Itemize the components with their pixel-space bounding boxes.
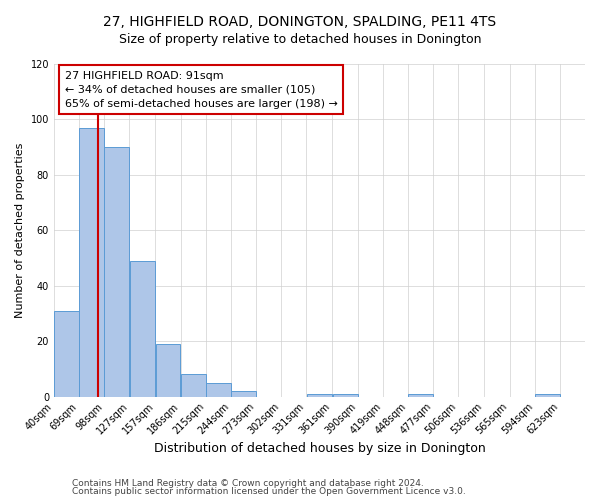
Text: 27 HIGHFIELD ROAD: 91sqm
← 34% of detached houses are smaller (105)
65% of semi-: 27 HIGHFIELD ROAD: 91sqm ← 34% of detach…: [65, 70, 337, 108]
Text: Size of property relative to detached houses in Donington: Size of property relative to detached ho…: [119, 32, 481, 46]
Text: Contains public sector information licensed under the Open Government Licence v3: Contains public sector information licen…: [72, 487, 466, 496]
Text: 27, HIGHFIELD ROAD, DONINGTON, SPALDING, PE11 4TS: 27, HIGHFIELD ROAD, DONINGTON, SPALDING,…: [103, 15, 497, 29]
Bar: [307, 394, 332, 396]
Text: Contains HM Land Registry data © Crown copyright and database right 2024.: Contains HM Land Registry data © Crown c…: [72, 478, 424, 488]
Y-axis label: Number of detached properties: Number of detached properties: [15, 142, 25, 318]
Bar: [332, 394, 358, 396]
Bar: [535, 394, 560, 396]
Bar: [206, 383, 231, 396]
Bar: [79, 128, 104, 396]
Bar: [231, 391, 256, 396]
Bar: [181, 374, 206, 396]
Bar: [155, 344, 181, 397]
X-axis label: Distribution of detached houses by size in Donington: Distribution of detached houses by size …: [154, 442, 485, 455]
Bar: [130, 261, 155, 396]
Bar: [54, 310, 79, 396]
Bar: [104, 147, 129, 396]
Bar: [408, 394, 433, 396]
